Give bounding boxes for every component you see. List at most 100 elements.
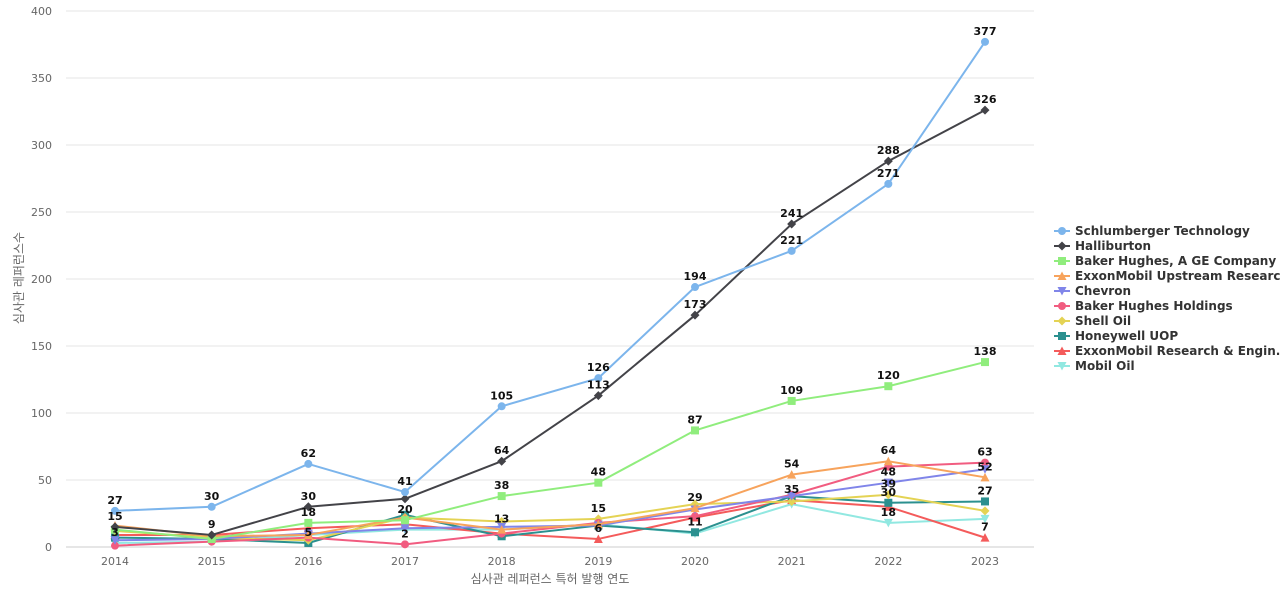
data-point[interactable] [691, 512, 699, 521]
x-tick-label: 2017 [391, 555, 419, 568]
data-label: 6 [595, 522, 603, 535]
x-tick-label: 2023 [971, 555, 999, 568]
data-point[interactable] [980, 105, 990, 115]
data-point[interactable] [304, 518, 313, 527]
data-point[interactable] [787, 496, 797, 506]
data-point[interactable] [883, 518, 893, 528]
legend-item[interactable]: Baker Hughes, A GE Company ... [1054, 254, 1280, 268]
data-point[interactable] [980, 465, 990, 474]
data-point[interactable] [884, 382, 893, 391]
data-point[interactable] [691, 528, 699, 537]
gridlines [66, 10, 1034, 548]
legend-item[interactable]: Shell Oil [1054, 314, 1131, 328]
y-tick-label: 50 [38, 474, 52, 487]
data-point[interactable] [110, 522, 120, 532]
data-point[interactable] [593, 391, 603, 401]
data-point[interactable] [884, 179, 893, 188]
series-line [114, 461, 986, 547]
y-tick-label: 100 [31, 407, 52, 420]
y-tick-label: 300 [31, 139, 52, 152]
data-point[interactable] [980, 533, 990, 542]
data-point[interactable] [981, 458, 989, 467]
data-point[interactable] [981, 358, 989, 367]
legend-item[interactable]: Mobil Oil [1054, 359, 1135, 373]
data-point[interactable] [303, 530, 313, 539]
data-point[interactable] [593, 534, 603, 543]
data-label: 87 [687, 413, 702, 426]
legend-item[interactable]: ExxonMobil Research & Engin... [1054, 344, 1280, 358]
data-point[interactable] [207, 502, 216, 511]
data-label: 113 [587, 379, 610, 392]
y-tick-label: 150 [31, 340, 52, 353]
data-point[interactable] [110, 536, 120, 545]
legend-item[interactable]: Halliburton [1054, 239, 1151, 253]
data-point[interactable] [787, 492, 797, 501]
data-point[interactable] [303, 502, 313, 512]
legend-item[interactable]: Baker Hughes Holdings [1054, 299, 1233, 313]
data-point[interactable] [883, 490, 893, 500]
data-point[interactable] [593, 519, 603, 529]
legend-marker [1058, 332, 1066, 340]
data-label: 7 [981, 521, 989, 534]
data-point[interactable] [400, 494, 410, 504]
data-point[interactable] [594, 374, 603, 383]
data-label: 63 [977, 446, 992, 459]
data-point[interactable] [497, 525, 507, 534]
data-label: 41 [397, 475, 412, 488]
data-point[interactable] [497, 402, 506, 411]
data-label: 326 [974, 93, 997, 106]
data-point[interactable] [787, 396, 796, 405]
y-tick-label: 200 [31, 273, 52, 286]
y-tick-label: 250 [31, 206, 52, 219]
data-point[interactable] [980, 514, 990, 524]
data-point[interactable] [401, 488, 409, 497]
data-point[interactable] [883, 478, 893, 488]
data-point[interactable] [401, 540, 409, 549]
legend-label: ExxonMobil Upstream Researc... [1075, 269, 1280, 283]
data-point[interactable] [884, 498, 893, 507]
data-point[interactable] [787, 246, 796, 255]
data-point[interactable] [304, 459, 313, 468]
data-point[interactable] [691, 283, 699, 292]
data-label: 2 [401, 527, 409, 540]
data-point[interactable] [690, 310, 700, 320]
data-point[interactable] [787, 470, 797, 479]
data-label: 39 [881, 478, 896, 491]
data-point[interactable] [691, 426, 699, 435]
data-point[interactable] [787, 219, 797, 229]
data-point[interactable] [883, 456, 893, 466]
x-tick-label: 2016 [294, 555, 322, 568]
data-label: 29 [687, 491, 702, 504]
data-label: 62 [301, 447, 316, 460]
data-label: 13 [494, 513, 509, 526]
data-point[interactable] [111, 541, 119, 550]
legend-label: Chevron [1075, 284, 1131, 298]
legend-marker [1057, 287, 1067, 296]
data-point[interactable] [690, 503, 700, 513]
legend-item[interactable]: Schlumberger Technology [1054, 224, 1250, 238]
legend-item[interactable]: ExxonMobil Upstream Researc... [1054, 269, 1280, 283]
legend-label: Honeywell UOP [1075, 329, 1178, 343]
data-point[interactable] [981, 497, 989, 506]
data-point[interactable] [207, 530, 217, 540]
data-point[interactable] [981, 37, 989, 46]
data-label: 241 [780, 207, 803, 220]
data-point[interactable] [497, 492, 506, 501]
x-axis-title: 심사관 레퍼런스 특허 발행 연도 [471, 571, 630, 586]
data-point[interactable] [980, 472, 990, 482]
data-point[interactable] [400, 524, 410, 533]
data-point[interactable] [497, 456, 507, 466]
data-point[interactable] [594, 478, 603, 487]
series-2 [110, 105, 990, 540]
legend-item[interactable]: Chevron [1054, 284, 1131, 298]
y-tick-label: 0 [45, 541, 52, 554]
data-point[interactable] [980, 506, 990, 516]
data-point[interactable] [401, 516, 409, 525]
legend-item[interactable]: Honeywell UOP [1054, 329, 1178, 343]
data-label: 20 [397, 503, 413, 516]
legend-marker [1057, 316, 1067, 326]
data-label: 138 [974, 345, 997, 358]
data-point[interactable] [883, 156, 893, 166]
data-point[interactable] [111, 506, 119, 515]
data-label: 18 [301, 506, 316, 519]
